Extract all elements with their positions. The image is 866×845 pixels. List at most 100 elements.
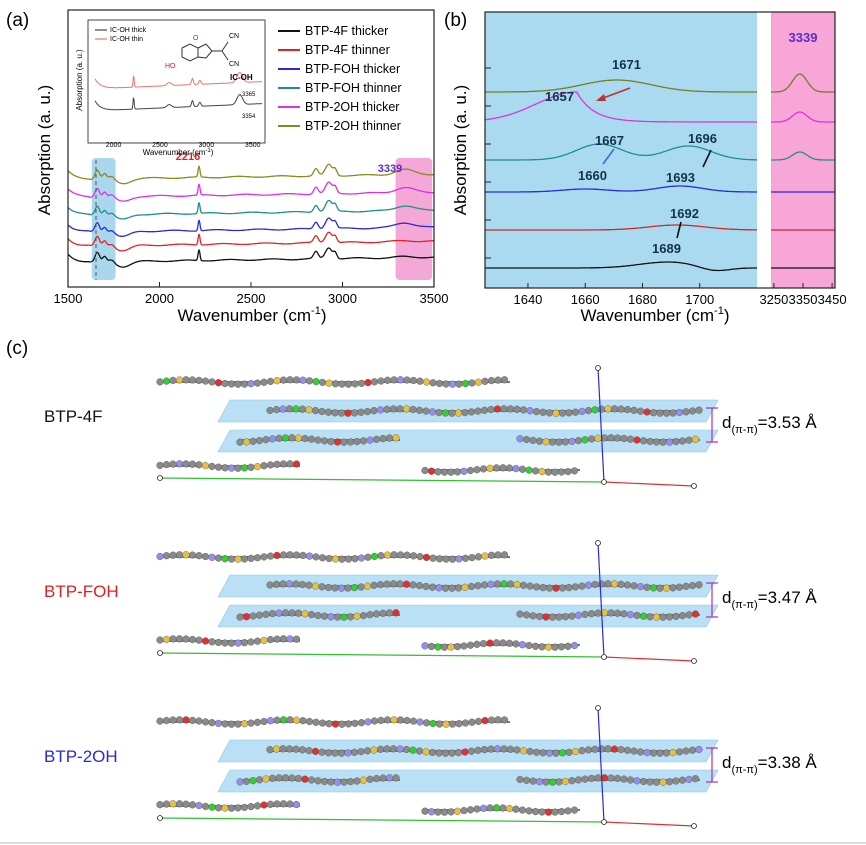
- atom: [298, 405, 307, 413]
- atom: [156, 636, 164, 644]
- atom: [688, 581, 697, 590]
- atom: [480, 745, 489, 754]
- spacing-label-btp-4f: d(π-π)=3.53 Å: [722, 413, 817, 436]
- atom: [613, 774, 622, 783]
- atom: [281, 609, 290, 617]
- atom: [435, 379, 444, 388]
- atom: [454, 584, 463, 592]
- atom: [262, 775, 270, 783]
- pi-plane-lower: [217, 429, 719, 453]
- cell-vertex: [601, 819, 607, 825]
- cell-vertex: [157, 475, 163, 481]
- atom: [262, 436, 270, 444]
- atom: [346, 777, 355, 786]
- atom: [574, 611, 583, 619]
- atom: [552, 584, 560, 592]
- atom: [610, 580, 619, 588]
- atom: [208, 803, 216, 811]
- atom: [227, 555, 236, 563]
- atom: [396, 580, 404, 588]
- atom: [383, 580, 391, 588]
- atom: [617, 405, 625, 413]
- x-tick-label-1680: 1680: [628, 292, 657, 307]
- atom: [505, 804, 514, 813]
- atom: [512, 465, 520, 473]
- atom: [357, 719, 366, 727]
- atom: [359, 776, 368, 784]
- atom: [695, 581, 703, 589]
- atom: [383, 551, 392, 559]
- atom: [247, 380, 255, 388]
- atom: [597, 745, 606, 753]
- inset-legend: IC-OH thick IC-OH thin: [95, 27, 147, 43]
- atom: [240, 720, 249, 728]
- atom: [544, 643, 553, 651]
- spacing-subscript: (π-π): [731, 599, 757, 611]
- atom: [379, 435, 387, 443]
- atom: [486, 804, 494, 812]
- atom: [468, 718, 476, 726]
- atom: [643, 408, 651, 416]
- atom: [188, 551, 197, 559]
- atom: [253, 463, 262, 471]
- atom: [662, 584, 671, 592]
- atom: [639, 777, 648, 786]
- atom: [500, 376, 509, 384]
- atom: [548, 438, 557, 446]
- atom: [557, 643, 566, 651]
- panel-a-curves: [67, 163, 435, 268]
- atom: [518, 806, 527, 814]
- atom: [182, 716, 190, 724]
- atom: [429, 554, 437, 562]
- series-line-btp-2oh-thicker: [67, 181, 434, 202]
- atom: [691, 775, 700, 783]
- atom: [558, 409, 567, 417]
- atom: [266, 461, 275, 469]
- atom: [272, 580, 281, 588]
- atom: [344, 409, 352, 417]
- atom: [581, 436, 589, 444]
- atom: [594, 774, 602, 782]
- atom: [292, 800, 301, 809]
- atom: [519, 581, 528, 589]
- panel-b-arrows: [596, 87, 712, 239]
- inset-x-ticks: 2000 2500 3000 3500: [106, 142, 261, 149]
- atom: [221, 720, 229, 728]
- atom: [260, 378, 268, 386]
- atom: [363, 582, 372, 590]
- atom: [409, 746, 417, 754]
- atom: [474, 553, 483, 561]
- inset-series-line-1: [94, 72, 262, 89]
- atom: [376, 406, 385, 414]
- atom: [182, 376, 190, 384]
- atom: [607, 434, 615, 442]
- atom: [454, 409, 463, 417]
- atom: [531, 807, 540, 816]
- atom: [169, 716, 177, 724]
- atom: [318, 748, 326, 756]
- cell-vertex: [157, 650, 163, 656]
- spacing-value: =3.38 Å: [758, 753, 818, 772]
- panel-a-y-axis-label: Absorption (a. u.): [35, 85, 54, 215]
- cell-vertex: [691, 823, 697, 829]
- atom: [344, 380, 353, 388]
- atom: [396, 376, 405, 384]
- atom: [659, 438, 667, 446]
- atom: [279, 551, 288, 559]
- atom: [620, 610, 628, 618]
- atom: [429, 379, 437, 387]
- atom: [253, 718, 262, 726]
- atom: [455, 720, 463, 728]
- inset-legend-entry: IC-OH thick: [110, 27, 147, 34]
- atom: [617, 580, 625, 588]
- atom: [649, 409, 658, 417]
- atom: [201, 552, 210, 561]
- atom: [571, 747, 580, 756]
- atom: [691, 435, 700, 443]
- structure-bond: [221, 50, 229, 61]
- atom: [532, 583, 541, 591]
- atom: [195, 636, 203, 644]
- atom: [487, 716, 496, 724]
- atom: [538, 468, 546, 476]
- atom: [281, 434, 290, 442]
